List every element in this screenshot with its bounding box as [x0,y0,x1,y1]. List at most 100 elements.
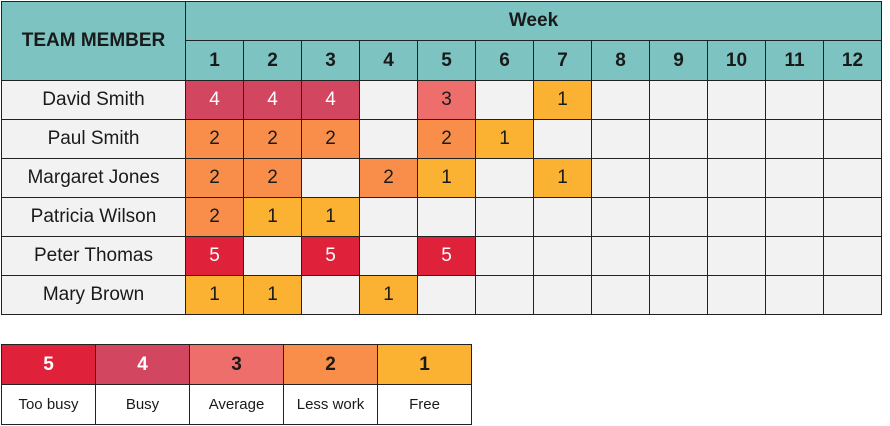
workload-cell: 2 [243,119,302,159]
empty-cell [707,197,766,237]
empty-cell [533,197,592,237]
team-member-name: Margaret Jones [1,158,186,198]
week-number-12: 12 [823,40,882,81]
workload-cell: 1 [185,275,244,315]
empty-cell [649,119,708,159]
workload-cell: 3 [417,80,476,120]
team-member-name: Peter Thomas [1,236,186,276]
empty-cell [649,158,708,198]
empty-cell [359,197,418,237]
workload-cell: 1 [475,119,534,159]
empty-cell [765,158,824,198]
legend-swatch-4: 4 [95,344,190,385]
legend-label: Average [189,384,284,425]
workload-cell: 1 [243,197,302,237]
empty-cell [765,119,824,159]
empty-cell [359,119,418,159]
week-number-6: 6 [475,40,534,81]
empty-cell [823,275,882,315]
workload-cell: 5 [301,236,360,276]
legend-label: Less work [283,384,378,425]
empty-cell [475,80,534,120]
empty-cell [823,236,882,276]
legend-label: Too busy [1,384,96,425]
empty-cell [765,197,824,237]
workload-cell: 2 [301,119,360,159]
week-number-4: 4 [359,40,418,81]
team-member-row: David Smith 4 4 4 3 1 [1,80,882,120]
empty-cell [707,119,766,159]
workload-cell: 2 [243,158,302,198]
empty-cell [823,197,882,237]
empty-cell [591,197,650,237]
workload-cell: 4 [301,80,360,120]
empty-cell [591,275,650,315]
week-header: Week [185,1,882,41]
empty-cell [707,158,766,198]
legend-swatch-5: 5 [1,344,96,385]
empty-cell [649,197,708,237]
empty-cell [533,119,592,159]
week-number-9: 9 [649,40,708,81]
team-member-row: Patricia Wilson 2 1 1 [1,197,882,237]
workload-cell: 2 [185,119,244,159]
empty-cell [765,275,824,315]
empty-cell [649,80,708,120]
week-number-8: 8 [591,40,650,81]
week-number-2: 2 [243,40,302,81]
workload-cell: 1 [359,275,418,315]
week-number-10: 10 [707,40,766,81]
empty-cell [533,275,592,315]
empty-cell [707,275,766,315]
workload-cell: 1 [533,80,592,120]
empty-cell [475,236,534,276]
empty-cell [707,236,766,276]
empty-cell [591,119,650,159]
team-member-row: Paul Smith 2 2 2 2 1 [1,119,882,159]
empty-cell [591,158,650,198]
week-number-3: 3 [301,40,360,81]
legend-label-row: Too busy Busy Average Less work Free [1,384,472,425]
team-member-name: Patricia Wilson [1,197,186,237]
heatmap-body: David Smith 4 4 4 3 1 Paul Smith 2 2 2 2 1 Margaret … [1,80,882,315]
team-member-header: TEAM MEMBER [1,1,186,81]
week-number-11: 11 [765,40,824,81]
workload-heatmap: TEAM MEMBER Week 1 2 3 4 5 6 7 8 9 10 11 12 David S… [1,1,882,315]
legend-label: Busy [95,384,190,425]
workload-cell: 5 [417,236,476,276]
empty-cell [823,80,882,120]
workload-cell: 2 [185,197,244,237]
workload-cell: 1 [243,275,302,315]
empty-cell [417,197,476,237]
week-number-1: 1 [185,40,244,81]
legend-label: Free [377,384,472,425]
week-number-7: 7 [533,40,592,81]
empty-cell [823,119,882,159]
empty-cell [475,197,534,237]
empty-cell [359,236,418,276]
team-member-row: Margaret Jones 2 2 2 1 1 [1,158,882,198]
workload-cell: 2 [417,119,476,159]
workload-cell: 2 [359,158,418,198]
empty-cell [649,236,708,276]
workload-cell: 5 [185,236,244,276]
empty-cell [301,158,360,198]
workload-cell: 2 [185,158,244,198]
team-member-name: Mary Brown [1,275,186,315]
workload-cell: 4 [185,80,244,120]
legend-swatch-1: 1 [377,344,472,385]
empty-cell [475,275,534,315]
empty-cell [591,80,650,120]
workload-cell: 1 [301,197,360,237]
legend-swatch-3: 3 [189,344,284,385]
empty-cell [359,80,418,120]
empty-cell [301,275,360,315]
empty-cell [475,158,534,198]
team-member-name: Paul Smith [1,119,186,159]
empty-cell [823,158,882,198]
workload-cell: 1 [533,158,592,198]
empty-cell [649,275,708,315]
team-member-name: David Smith [1,80,186,120]
